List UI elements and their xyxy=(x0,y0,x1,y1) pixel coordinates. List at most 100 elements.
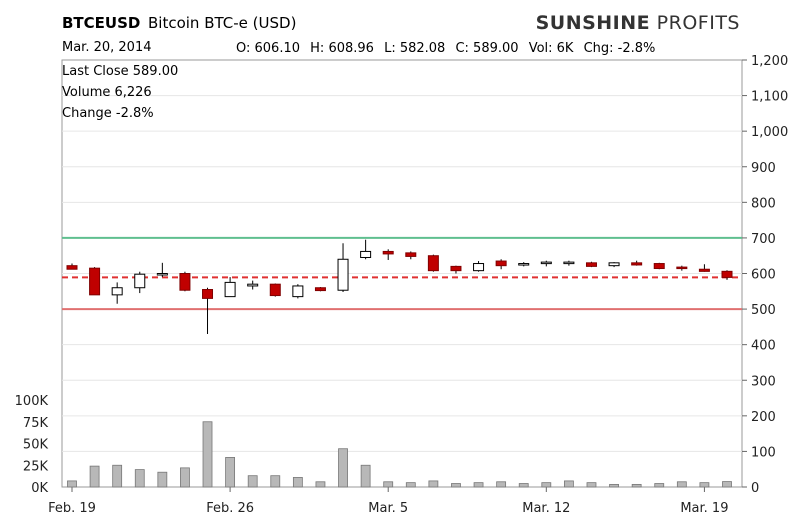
volume-bar xyxy=(699,482,710,488)
brand-logo: SUNSHINE PROFITS xyxy=(536,12,740,34)
price-tick-label: 900 xyxy=(751,161,776,176)
volume-bar xyxy=(225,457,236,488)
candle-body xyxy=(608,262,620,267)
current-date: Mar. 20, 2014 xyxy=(62,40,152,55)
price-tick-label: 200 xyxy=(751,410,776,425)
candle-body xyxy=(179,273,191,291)
volume-bar xyxy=(518,483,529,488)
candle-body xyxy=(676,266,688,270)
candle-body xyxy=(360,250,372,258)
ohlc-readout: O: 606.10 H: 608.96 L: 582.08 C: 589.00 … xyxy=(236,41,661,56)
price-tick-label: 700 xyxy=(751,232,776,247)
volume-bar xyxy=(157,471,168,488)
volume-bar xyxy=(676,481,687,488)
x-tick-label: Mar. 19 xyxy=(680,501,728,516)
volume-bar xyxy=(496,481,507,488)
candle-body xyxy=(202,289,214,299)
volume-bar xyxy=(67,480,77,488)
price-tick-label: 500 xyxy=(751,303,776,318)
volume-bar xyxy=(89,465,100,488)
volume-bar xyxy=(112,464,123,488)
open-value: O: 606.10 xyxy=(236,41,301,56)
candle-body xyxy=(314,287,326,292)
volume-bar xyxy=(292,477,303,488)
change-value: Chg: -2.8% xyxy=(583,41,656,56)
volume-bar xyxy=(428,480,439,488)
volume-info: Volume 6,226 xyxy=(62,85,152,100)
price-tick-label: 300 xyxy=(751,374,776,389)
candle-body xyxy=(563,261,575,265)
candle-body xyxy=(134,273,146,289)
symbol-label: BTCEUSD xyxy=(62,14,141,32)
candle-body xyxy=(224,281,236,298)
candle-body xyxy=(66,265,78,270)
candle-body xyxy=(631,262,643,266)
volume-tick-label: 75K xyxy=(23,416,49,431)
volume-bar xyxy=(473,482,484,488)
volume-tick-label: 50K xyxy=(23,438,49,453)
x-tick-label: Mar. 5 xyxy=(368,501,408,516)
candle-body xyxy=(721,270,733,278)
volume-value: Vol: 6K xyxy=(528,41,574,56)
volume-bar xyxy=(247,475,258,488)
brand-light: PROFITS xyxy=(650,12,740,34)
price-tick-label: 1,200 xyxy=(751,54,788,69)
low-value: L: 582.08 xyxy=(384,41,446,56)
volume-bar xyxy=(360,464,371,488)
candle-body xyxy=(247,283,259,287)
volume-bar xyxy=(654,483,665,488)
candle-body xyxy=(495,260,507,267)
volume-bar xyxy=(541,482,552,488)
volume-bar xyxy=(563,480,574,488)
instrument-name: Bitcoin BTC-e (USD) xyxy=(148,14,297,32)
candle-body xyxy=(540,261,552,265)
volume-tick-label: 0K xyxy=(31,481,48,496)
candle-body xyxy=(337,258,349,291)
price-tick-label: 400 xyxy=(751,339,776,354)
brand-bold: SUNSHINE xyxy=(535,12,651,34)
x-tick-label: Mar. 12 xyxy=(522,501,570,516)
candle-body xyxy=(427,255,439,272)
volume-bar xyxy=(338,448,348,488)
candle-body xyxy=(450,265,462,272)
candle-body xyxy=(653,263,665,270)
candle-body xyxy=(111,287,123,296)
close-value: C: 589.00 xyxy=(455,41,519,56)
high-value: H: 608.96 xyxy=(310,41,374,56)
candle-body xyxy=(292,285,304,298)
volume-bar xyxy=(202,421,213,488)
volume-bar xyxy=(451,483,461,488)
volume-bar xyxy=(383,481,394,488)
price-tick-label: 0 xyxy=(751,481,759,496)
volume-bar xyxy=(180,467,190,488)
candle-body xyxy=(382,250,394,255)
volume-tick-label: 100K xyxy=(15,394,49,409)
volume-tick-label: 25K xyxy=(23,459,49,474)
volume-bar xyxy=(270,475,281,488)
change-info: Change -2.8% xyxy=(62,106,154,121)
candle-body xyxy=(156,273,168,276)
x-tick-label: Feb. 19 xyxy=(48,501,96,516)
price-tick-label: 1,000 xyxy=(751,125,788,140)
candle-body xyxy=(585,262,597,267)
volume-bar xyxy=(586,482,597,488)
volume-bar xyxy=(134,469,145,488)
price-tick-label: 1,100 xyxy=(751,90,788,105)
volume-bar xyxy=(405,482,416,488)
volume-bar xyxy=(631,483,642,488)
candle-body xyxy=(269,283,281,297)
volume-bar xyxy=(315,481,326,488)
last-close-info: Last Close 589.00 xyxy=(62,64,179,79)
volume-bar xyxy=(722,481,732,488)
candle-body xyxy=(89,267,101,296)
x-tick-label: Feb. 26 xyxy=(206,501,254,516)
candle-body xyxy=(518,263,530,266)
price-tick-label: 600 xyxy=(751,268,776,283)
candle-body xyxy=(473,263,485,272)
price-tick-label: 100 xyxy=(751,445,776,460)
volume-bar xyxy=(609,483,619,488)
candle-body xyxy=(405,252,417,257)
candle-body xyxy=(698,268,710,272)
price-tick-label: 800 xyxy=(751,196,776,211)
